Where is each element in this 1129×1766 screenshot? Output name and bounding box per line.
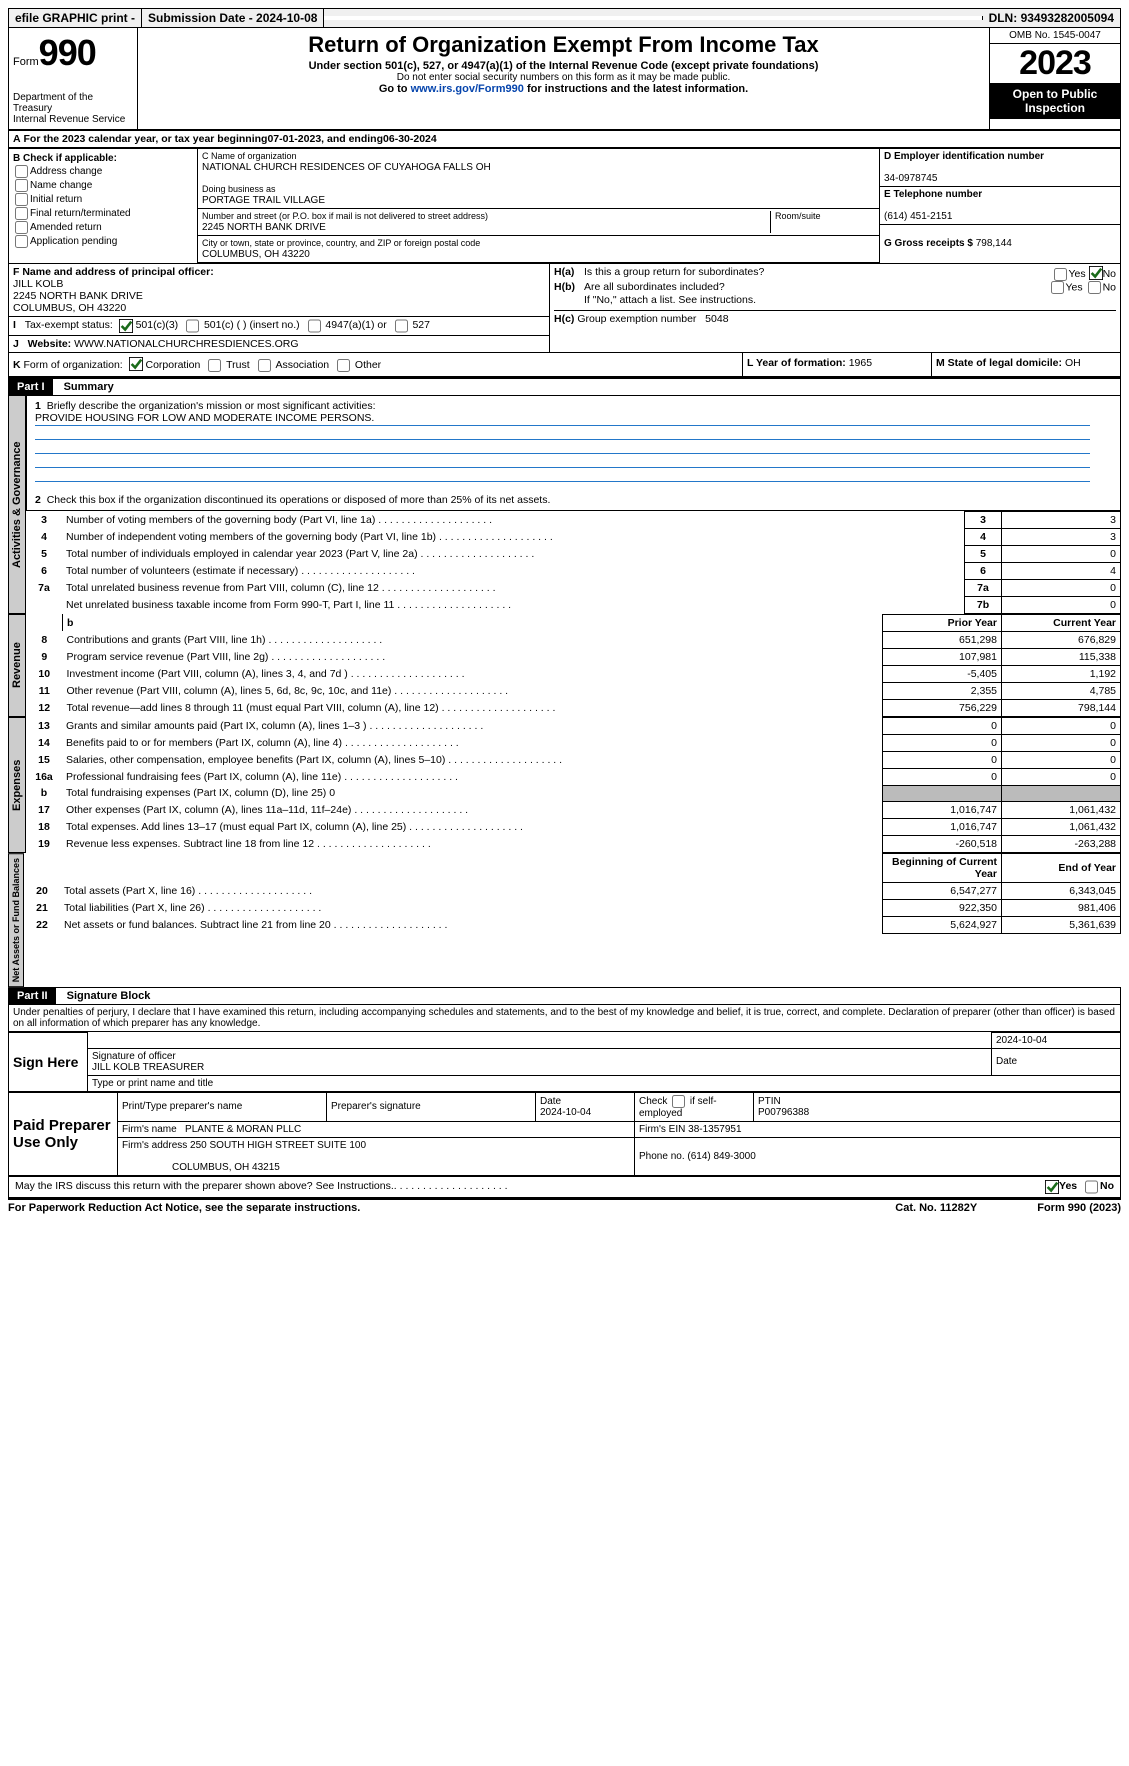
year-formation: 1965 bbox=[849, 357, 872, 369]
check-trust[interactable] bbox=[208, 359, 221, 372]
check-initial-return[interactable] bbox=[15, 193, 28, 206]
street-address: 2245 NORTH BANK DRIVE bbox=[202, 222, 326, 233]
ssn-warning: Do not enter social security numbers on … bbox=[144, 72, 983, 83]
check-self-employed[interactable] bbox=[672, 1095, 685, 1108]
discuss-no[interactable] bbox=[1085, 1180, 1098, 1194]
telephone: (614) 451-2151 bbox=[884, 211, 952, 222]
form-subtitle: Under section 501(c), 527, or 4947(a)(1)… bbox=[144, 60, 983, 72]
governance-table: 3Number of voting members of the governi… bbox=[26, 511, 1121, 614]
dept-treasury: Department of the Treasury bbox=[13, 92, 133, 114]
side-governance: Activities & Governance bbox=[8, 395, 26, 614]
submission-label: Submission Date - bbox=[148, 11, 256, 25]
efile-label: efile GRAPHIC print - bbox=[15, 11, 135, 25]
top-bar: efile GRAPHIC print - Submission Date - … bbox=[8, 8, 1121, 28]
check-application-pending[interactable] bbox=[15, 235, 28, 248]
group-exemption: 5048 bbox=[705, 313, 728, 325]
line-a: A For the 2023 calendar year, or tax yea… bbox=[8, 131, 1121, 148]
dln-value: 93493282005094 bbox=[1021, 11, 1114, 25]
perjury-statement: Under penalties of perjury, I declare th… bbox=[8, 1004, 1121, 1032]
officer-name: JILL KOLB bbox=[13, 278, 63, 290]
side-netassets: Net Assets or Fund Balances bbox=[8, 853, 24, 987]
check-other[interactable] bbox=[337, 359, 350, 372]
check-association[interactable] bbox=[258, 359, 271, 372]
year-box: OMB No. 1545-0047 2023 Open to Public In… bbox=[989, 28, 1120, 129]
ha-yes[interactable] bbox=[1054, 268, 1067, 281]
sign-date: 2024-10-04 bbox=[992, 1032, 1121, 1048]
dba-name: PORTAGE TRAIL VILLAGE bbox=[202, 195, 325, 206]
check-501c3-icon bbox=[119, 319, 133, 333]
irs-label: Internal Revenue Service bbox=[13, 114, 133, 125]
form-id-box: Form990 Department of the Treasury Inter… bbox=[9, 28, 138, 129]
check-final-return[interactable] bbox=[15, 207, 28, 220]
form-title: Return of Organization Exempt From Incom… bbox=[144, 32, 983, 58]
sign-here-label: Sign Here bbox=[9, 1032, 88, 1091]
check-address-change[interactable] bbox=[15, 165, 28, 178]
ha-no-checked-icon bbox=[1089, 266, 1103, 280]
firm-phone: (614) 849-3000 bbox=[687, 1151, 755, 1162]
submission-date: 2024-10-08 bbox=[256, 11, 317, 25]
discuss-question: May the IRS discuss this return with the… bbox=[15, 1180, 394, 1194]
city-address: COLUMBUS, OH 43220 bbox=[202, 249, 310, 260]
side-revenue: Revenue bbox=[8, 614, 26, 717]
open-public-label: Open to Public Inspection bbox=[990, 83, 1120, 119]
check-corporation-icon bbox=[129, 357, 143, 371]
check-527[interactable] bbox=[395, 319, 408, 333]
state-domicile: OH bbox=[1065, 357, 1081, 369]
part1-header: Part I bbox=[9, 379, 53, 395]
part2-header: Part II bbox=[9, 988, 56, 1004]
gross-receipts: 798,144 bbox=[976, 238, 1012, 249]
netassets-table: Beginning of Current YearEnd of Year 20T… bbox=[24, 853, 1121, 934]
org-name: NATIONAL CHURCH RESIDENCES OF CUYAHOGA F… bbox=[202, 162, 491, 173]
hb-yes[interactable] bbox=[1051, 281, 1064, 294]
part1-title: Summary bbox=[56, 379, 122, 395]
officer-signature: JILL KOLB TREASURER bbox=[92, 1062, 204, 1073]
check-amended-return[interactable] bbox=[15, 221, 28, 234]
ptin: P00796388 bbox=[758, 1107, 809, 1118]
side-expenses: Expenses bbox=[8, 717, 26, 853]
firm-name: PLANTE & MORAN PLLC bbox=[185, 1124, 301, 1135]
firm-ein: 38-1357951 bbox=[688, 1124, 741, 1135]
revenue-table: bPrior YearCurrent Year 8Contributions a… bbox=[26, 614, 1121, 717]
ein: 34-0978745 bbox=[884, 173, 937, 184]
cat-number: Cat. No. 11282Y bbox=[895, 1202, 977, 1214]
hb-no[interactable] bbox=[1088, 281, 1101, 294]
box-b: B Check if applicable: Address change Na… bbox=[9, 149, 198, 263]
irs-link[interactable]: www.irs.gov/Form990 bbox=[411, 83, 524, 95]
website: WWW.NATIONALCHURCHRESDIENCES.ORG bbox=[74, 338, 298, 350]
mission-text: PROVIDE HOUSING FOR LOW AND MODERATE INC… bbox=[35, 412, 1090, 426]
tax-year: 2023 bbox=[990, 44, 1120, 83]
omb-number: OMB No. 1545-0047 bbox=[990, 28, 1120, 44]
expenses-table: 13Grants and similar amounts paid (Part … bbox=[26, 717, 1121, 853]
part2-title: Signature Block bbox=[59, 988, 159, 1004]
check-4947[interactable] bbox=[308, 319, 321, 333]
discuss-yes-checked-icon bbox=[1045, 1180, 1059, 1194]
paid-preparer-label: Paid Preparer Use Only bbox=[9, 1092, 118, 1175]
paperwork-notice: For Paperwork Reduction Act Notice, see … bbox=[8, 1202, 360, 1214]
check-501c[interactable] bbox=[186, 319, 199, 333]
dln-label: DLN: bbox=[989, 11, 1021, 25]
check-name-change[interactable] bbox=[15, 179, 28, 192]
